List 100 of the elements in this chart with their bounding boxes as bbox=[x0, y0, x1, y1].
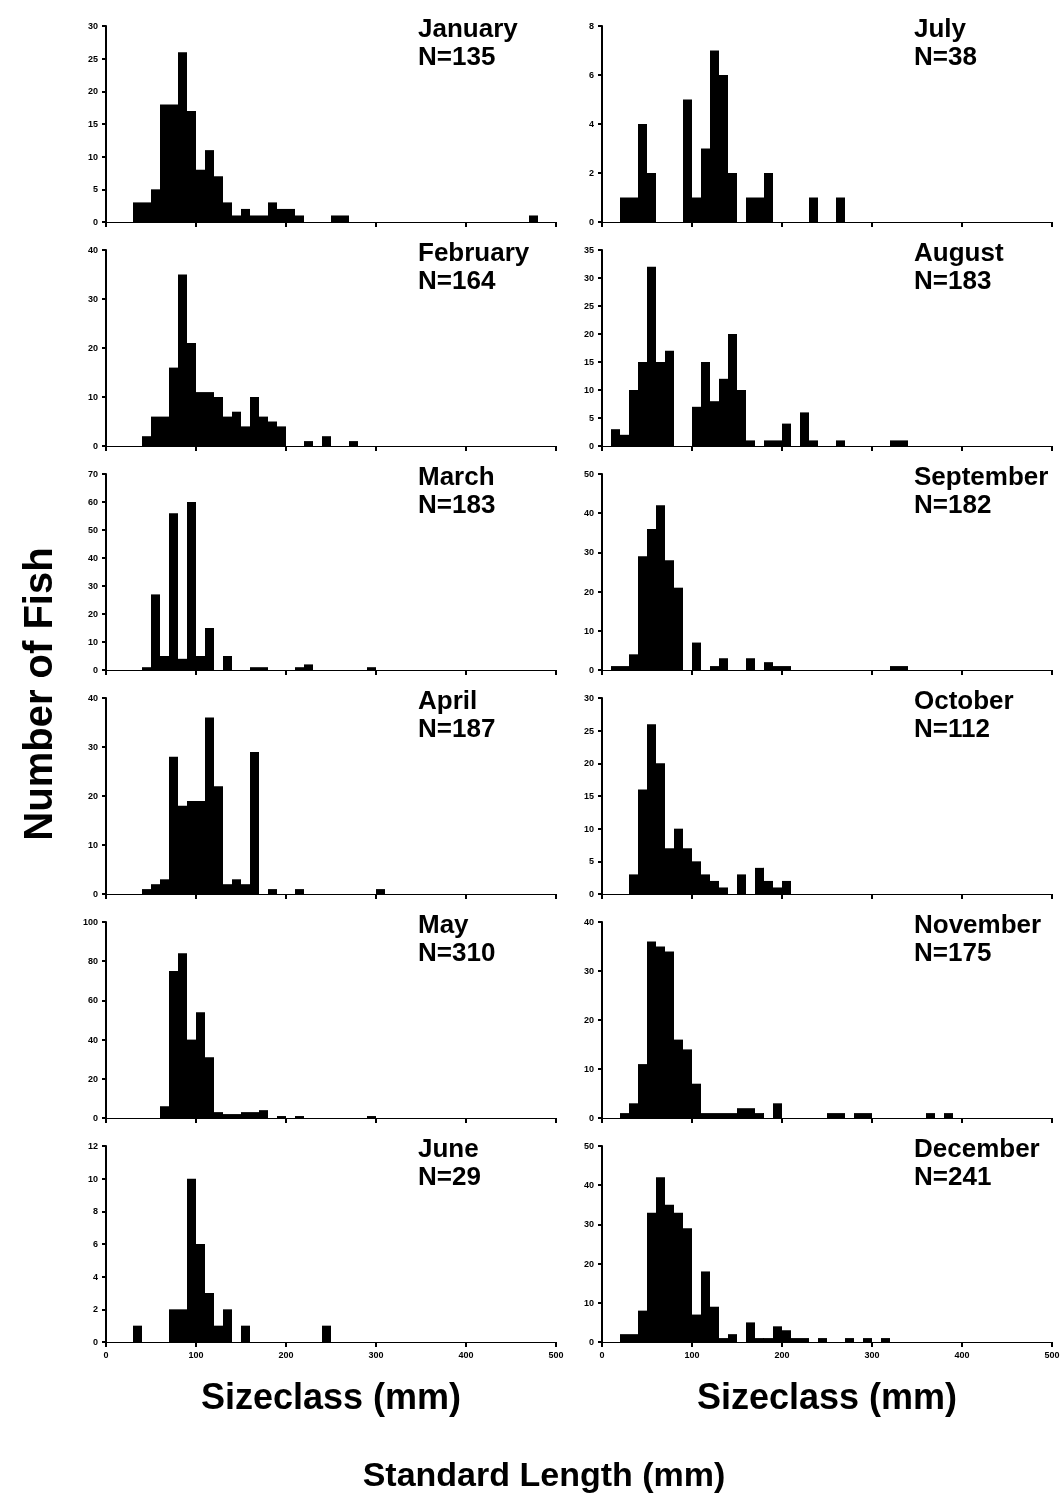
y-tick-label: 0 bbox=[588, 217, 594, 227]
text: N=310 bbox=[418, 937, 496, 967]
y-tick-label: 10 bbox=[87, 392, 98, 402]
text: Standard Length (mm) bbox=[362, 1454, 726, 1494]
x-tick-label: 300 bbox=[864, 1349, 880, 1360]
text: N=135 bbox=[418, 41, 496, 71]
chart-title: October bbox=[914, 685, 1014, 715]
x-axis-title: Sizeclass (mm) bbox=[200, 1375, 462, 1417]
y-tick-label: 0 bbox=[588, 1337, 594, 1347]
chart-title: August bbox=[914, 237, 1004, 267]
y-tick-label: 25 bbox=[583, 725, 594, 736]
y-tick-label: 20 bbox=[87, 791, 98, 801]
x-tick-label: 100 bbox=[684, 1349, 700, 1360]
chart-title: March bbox=[418, 461, 495, 491]
y-tick-label: 0 bbox=[588, 665, 594, 675]
chart-title: February bbox=[418, 237, 530, 267]
y-tick-label: 40 bbox=[583, 508, 594, 519]
y-tick-label: 60 bbox=[87, 995, 98, 1006]
text: N=29 bbox=[418, 1161, 481, 1191]
y-tick-label: 5 bbox=[92, 184, 98, 195]
y-tick-label: 15 bbox=[583, 357, 594, 367]
y-tick-label: 40 bbox=[87, 693, 98, 703]
y-tick-label: 0 bbox=[588, 889, 594, 899]
chart-title: December bbox=[914, 1133, 1040, 1163]
y-tick-label: 40 bbox=[583, 1180, 594, 1191]
chart-title: September bbox=[914, 461, 1049, 491]
y-tick-label: 6 bbox=[92, 1239, 98, 1249]
x-axis-title: Sizeclass (mm) bbox=[696, 1375, 958, 1417]
y-tick-label: 0 bbox=[92, 889, 98, 899]
y-tick-label: 10 bbox=[583, 385, 594, 395]
y-tick-label: 30 bbox=[583, 693, 594, 703]
y-tick-label: 40 bbox=[87, 553, 98, 563]
y-tick-label: 6 bbox=[588, 70, 594, 80]
y-tick-label: 60 bbox=[87, 497, 98, 507]
text: Number of Fish bbox=[15, 547, 61, 841]
y-tick-label: 100 bbox=[82, 917, 98, 927]
y-tick-label: 15 bbox=[583, 791, 594, 801]
text: N=164 bbox=[418, 265, 496, 295]
y-tick-label: 30 bbox=[583, 1219, 594, 1230]
y-tick-label: 0 bbox=[588, 1113, 594, 1123]
y-tick-label: 10 bbox=[583, 1297, 594, 1308]
y-tick-label: 0 bbox=[588, 441, 594, 451]
y-tick-label: 40 bbox=[87, 1034, 98, 1045]
y-tick-label: 20 bbox=[87, 609, 98, 619]
y-tick-label: 5 bbox=[588, 856, 594, 867]
x-tick-label: 200 bbox=[774, 1349, 790, 1360]
x-tick-label: 500 bbox=[1044, 1349, 1060, 1360]
chart-title: January bbox=[418, 13, 519, 43]
y-tick-label: 20 bbox=[583, 1258, 594, 1269]
y-tick-label: 10 bbox=[87, 1173, 98, 1184]
chart-title: June bbox=[418, 1133, 479, 1163]
y-tick-label: 40 bbox=[583, 917, 594, 927]
y-tick-label: 50 bbox=[87, 525, 98, 535]
chart-title: July bbox=[914, 13, 967, 43]
y-tick-label: 2 bbox=[92, 1304, 98, 1315]
text: N=183 bbox=[418, 489, 496, 519]
y-tick-label: 40 bbox=[87, 245, 98, 255]
x-tick-label: 0 bbox=[599, 1349, 605, 1360]
y-tick-label: 20 bbox=[87, 343, 98, 353]
y-tick-label: 0 bbox=[92, 1113, 98, 1123]
y-tick-label: 30 bbox=[583, 547, 594, 558]
text: N=241 bbox=[914, 1161, 992, 1191]
text: N=187 bbox=[418, 713, 496, 743]
x-tick-label: 400 bbox=[458, 1349, 474, 1360]
y-tick-label: 30 bbox=[87, 742, 98, 752]
y-tick-label: 70 bbox=[87, 469, 98, 479]
y-tick-label: 25 bbox=[583, 301, 594, 311]
y-tick-label: 2 bbox=[588, 168, 594, 178]
chart-title: April bbox=[418, 685, 478, 715]
x-tick-label: 400 bbox=[954, 1349, 970, 1360]
y-tick-label: 15 bbox=[87, 119, 98, 129]
x-tick-label: 0 bbox=[103, 1349, 109, 1360]
y-tick-label: 50 bbox=[583, 469, 594, 479]
y-tick-label: 20 bbox=[583, 586, 594, 597]
y-tick-label: 10 bbox=[87, 840, 98, 850]
y-tick-label: 20 bbox=[583, 1015, 594, 1025]
y-tick-label: 50 bbox=[583, 1141, 594, 1151]
y-tick-label: 20 bbox=[583, 758, 594, 769]
y-tick-label: 8 bbox=[92, 1206, 98, 1217]
y-tick-label: 30 bbox=[87, 294, 98, 304]
y-tick-label: 0 bbox=[92, 217, 98, 227]
chart-title: November bbox=[914, 909, 1042, 939]
y-tick-label: 10 bbox=[87, 151, 98, 162]
y-tick-label: 0 bbox=[92, 665, 98, 675]
y-tick-label: 10 bbox=[583, 1064, 594, 1074]
y-tick-label: 20 bbox=[87, 1073, 98, 1084]
y-tick-label: 30 bbox=[583, 966, 594, 976]
x-tick-label: 200 bbox=[278, 1349, 294, 1360]
text: N=183 bbox=[914, 265, 992, 295]
x-tick-label: 500 bbox=[548, 1349, 564, 1360]
y-tick-label: 8 bbox=[588, 21, 594, 31]
y-tick-label: 35 bbox=[583, 245, 594, 255]
y-tick-label: 5 bbox=[588, 413, 594, 423]
text: N=38 bbox=[914, 41, 977, 71]
y-tick-label: 12 bbox=[87, 1141, 98, 1151]
y-tick-label: 20 bbox=[583, 329, 594, 339]
text: N=112 bbox=[914, 713, 990, 743]
x-tick-label: 300 bbox=[368, 1349, 384, 1360]
y-tick-label: 0 bbox=[92, 441, 98, 451]
y-tick-label: 10 bbox=[583, 823, 594, 834]
